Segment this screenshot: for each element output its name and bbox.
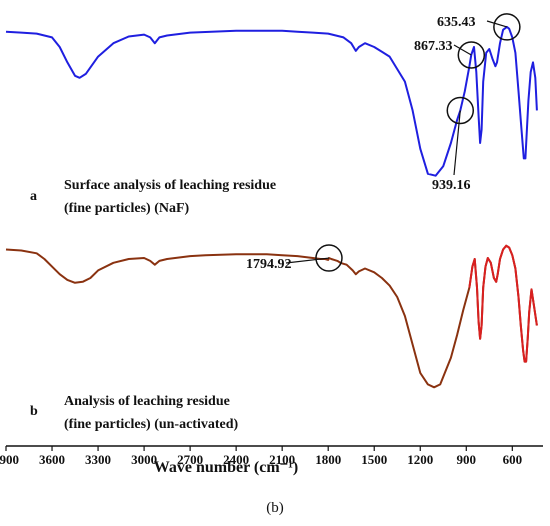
series-b-marker: b	[30, 404, 38, 419]
annotation-leader-line	[486, 20, 508, 28]
x-tick-label: 3900	[0, 452, 19, 467]
figure-caption: (b)	[266, 500, 284, 516]
series-b-name-line-2: (fine particles) (un-activated)	[64, 417, 239, 432]
annotation-circle	[457, 41, 486, 69]
x-tick-label: 2700	[177, 452, 203, 467]
annotation-circle	[315, 244, 343, 272]
x-axis: 3900 3600 3300 3000 2700 2400 2100 1800 1500 1200…	[0, 445, 543, 467]
annotation-label: 867.33	[414, 39, 453, 54]
series-b-name-line-1: Analysis of leaching residue	[64, 394, 230, 409]
annotation-label: 1794.92	[246, 257, 292, 272]
x-tick-label: 2100	[269, 452, 295, 467]
x-tick-label: 900	[457, 452, 477, 467]
annotation-label: 635.43	[437, 15, 476, 30]
peak-annotations: 635.43 867.33 939.16 1794.92	[246, 13, 521, 272]
annotation-leader-line	[285, 257, 330, 264]
x-tick-label: 1500	[361, 452, 387, 467]
x-tick-label: 3000	[131, 452, 157, 467]
annotation-circle	[493, 13, 521, 41]
x-tick-label: 600	[503, 452, 523, 467]
annotation-leader-line	[453, 44, 472, 56]
series-a-marker: a	[30, 189, 37, 204]
annotation-label: 939.16	[432, 178, 471, 193]
spectrum-b-fingerprint-line	[468, 244, 538, 363]
plot-area	[5, 25, 538, 389]
x-tick-label: 1200	[407, 452, 433, 467]
x-axis-title: Wave number (cm⁻¹)	[154, 459, 298, 476]
x-tick-label: 3600	[39, 452, 65, 467]
series-a-name-line-2: (fine particles) (NaF)	[64, 201, 190, 216]
x-tick-label: 2400	[223, 452, 249, 467]
spectrum-a-line	[5, 25, 538, 177]
series-a-name-line-1: Surface analysis of leaching residue	[64, 178, 276, 193]
annotation-leader-line	[453, 110, 461, 176]
x-tick-label: 1800	[315, 452, 341, 467]
series-labels: a Surface analysis of leaching residue (…	[30, 178, 276, 432]
annotation-circle	[446, 96, 475, 125]
x-tick-label: 3300	[85, 452, 111, 467]
